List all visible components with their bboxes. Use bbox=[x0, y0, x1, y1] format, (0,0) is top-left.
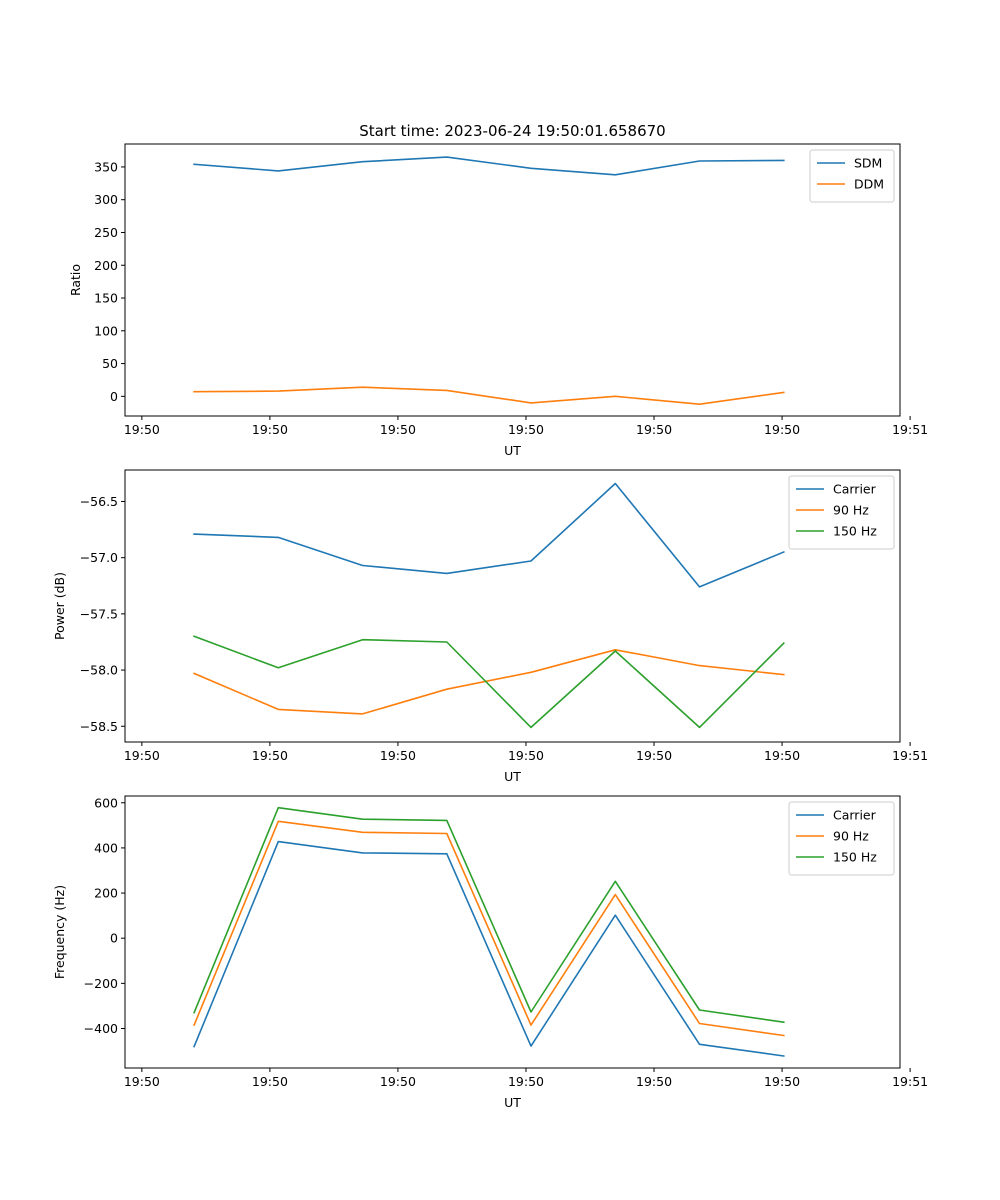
chart-panel-1: 19:50 19:50 19:50 19:50 19:50 19:50 19:51 0 50 10… bbox=[68, 143, 928, 458]
legend-entry: 150 Hz bbox=[833, 524, 877, 539]
x-axis-label: UT bbox=[504, 443, 521, 458]
legend-entry: Carrier bbox=[833, 482, 877, 497]
x-tick-label: 19:50 bbox=[380, 1074, 416, 1089]
y-tick-label: −200 bbox=[84, 976, 118, 991]
y-tick-label: −58.5 bbox=[80, 719, 118, 734]
legend-entry: DDM bbox=[854, 177, 884, 192]
legend-entry: SDM bbox=[854, 156, 882, 171]
chart-panel-3: 19:50 19:50 19:50 19:50 19:50 19:50 19:51 −400 −… bbox=[52, 795, 928, 1110]
y-tick-label: −57.5 bbox=[80, 606, 118, 621]
y-tick-label: 50 bbox=[102, 356, 118, 371]
chart-panels: 19:50 19:50 19:50 19:50 19:50 19:50 19:51 0 50 10… bbox=[52, 143, 928, 1110]
x-tick-label: 19:50 bbox=[508, 1074, 544, 1089]
y-axis-label: Frequency (Hz) bbox=[52, 885, 67, 979]
x-tick-label: 19:51 bbox=[892, 1074, 928, 1089]
x-tick-label: 19:51 bbox=[892, 422, 928, 437]
series-line-150-hz bbox=[193, 806, 785, 1024]
y-tick-label: 0 bbox=[110, 931, 118, 946]
series-line-ddm bbox=[193, 386, 785, 406]
y-tick-label: 150 bbox=[94, 291, 118, 306]
y-tick-label: 600 bbox=[94, 795, 118, 810]
chart-panel-2: 19:50 19:50 19:50 19:50 19:50 19:50 19:51 −58.5… bbox=[52, 469, 928, 784]
legend: Carrier 90 Hz 150 Hz bbox=[788, 801, 895, 876]
x-tick-label: 19:50 bbox=[380, 748, 416, 763]
legend: Carrier 90 Hz 150 Hz bbox=[788, 475, 895, 550]
x-tick-label: 19:50 bbox=[252, 1074, 288, 1089]
y-tick-label: 350 bbox=[94, 159, 118, 174]
y-tick-label: −58.0 bbox=[80, 663, 118, 678]
x-tick-label: 19:50 bbox=[764, 1074, 800, 1089]
y-tick-label: 0 bbox=[110, 389, 118, 404]
plot-frame bbox=[124, 795, 901, 1069]
series-line-150-hz bbox=[193, 635, 785, 729]
legend-entry: 150 Hz bbox=[833, 850, 877, 865]
x-tick-label: 19:50 bbox=[508, 422, 544, 437]
legend: SDM DDM bbox=[809, 149, 895, 203]
x-tick-label: 19:50 bbox=[124, 422, 160, 437]
y-tick-label: 200 bbox=[94, 886, 118, 901]
y-axis-label: Ratio bbox=[68, 264, 83, 296]
y-tick-label: 100 bbox=[94, 323, 118, 338]
y-tick-label: −57.0 bbox=[80, 550, 118, 565]
x-tick-label: 19:50 bbox=[124, 1074, 160, 1089]
x-tick-label: 19:50 bbox=[636, 748, 672, 763]
x-axis-label: UT bbox=[504, 1095, 521, 1110]
y-tick-label: 300 bbox=[94, 192, 118, 207]
y-tick-label: −56.5 bbox=[80, 494, 118, 509]
series-line-carrier bbox=[193, 482, 785, 588]
x-tick-label: 19:50 bbox=[252, 748, 288, 763]
series-line-carrier bbox=[193, 840, 785, 1057]
x-tick-label: 19:50 bbox=[764, 422, 800, 437]
legend-entry: Carrier bbox=[833, 808, 877, 823]
x-tick-label: 19:50 bbox=[508, 748, 544, 763]
figure-title: Start time: 2023-06-24 19:50:01.658670 bbox=[359, 122, 665, 140]
series-line-90-hz bbox=[193, 648, 785, 715]
plot-frame bbox=[124, 469, 901, 743]
y-tick-label: −400 bbox=[84, 1021, 118, 1036]
y-tick-label: 250 bbox=[94, 225, 118, 240]
x-tick-label: 19:50 bbox=[764, 748, 800, 763]
x-tick-label: 19:50 bbox=[252, 422, 288, 437]
x-tick-label: 19:50 bbox=[636, 1074, 672, 1089]
x-tick-label: 19:50 bbox=[380, 422, 416, 437]
x-tick-label: 19:51 bbox=[892, 748, 928, 763]
x-tick-label: 19:50 bbox=[636, 422, 672, 437]
series-line-90-hz bbox=[193, 820, 785, 1037]
x-tick-label: 19:50 bbox=[124, 748, 160, 763]
legend-entry: 90 Hz bbox=[833, 829, 869, 844]
x-axis-label: UT bbox=[504, 769, 521, 784]
y-tick-label: 400 bbox=[94, 840, 118, 855]
plot-frame bbox=[124, 143, 901, 417]
y-tick-label: 200 bbox=[94, 258, 118, 273]
series-line-sdm bbox=[193, 156, 785, 176]
legend-entry: 90 Hz bbox=[833, 503, 869, 518]
y-axis-label: Power (dB) bbox=[52, 572, 67, 640]
